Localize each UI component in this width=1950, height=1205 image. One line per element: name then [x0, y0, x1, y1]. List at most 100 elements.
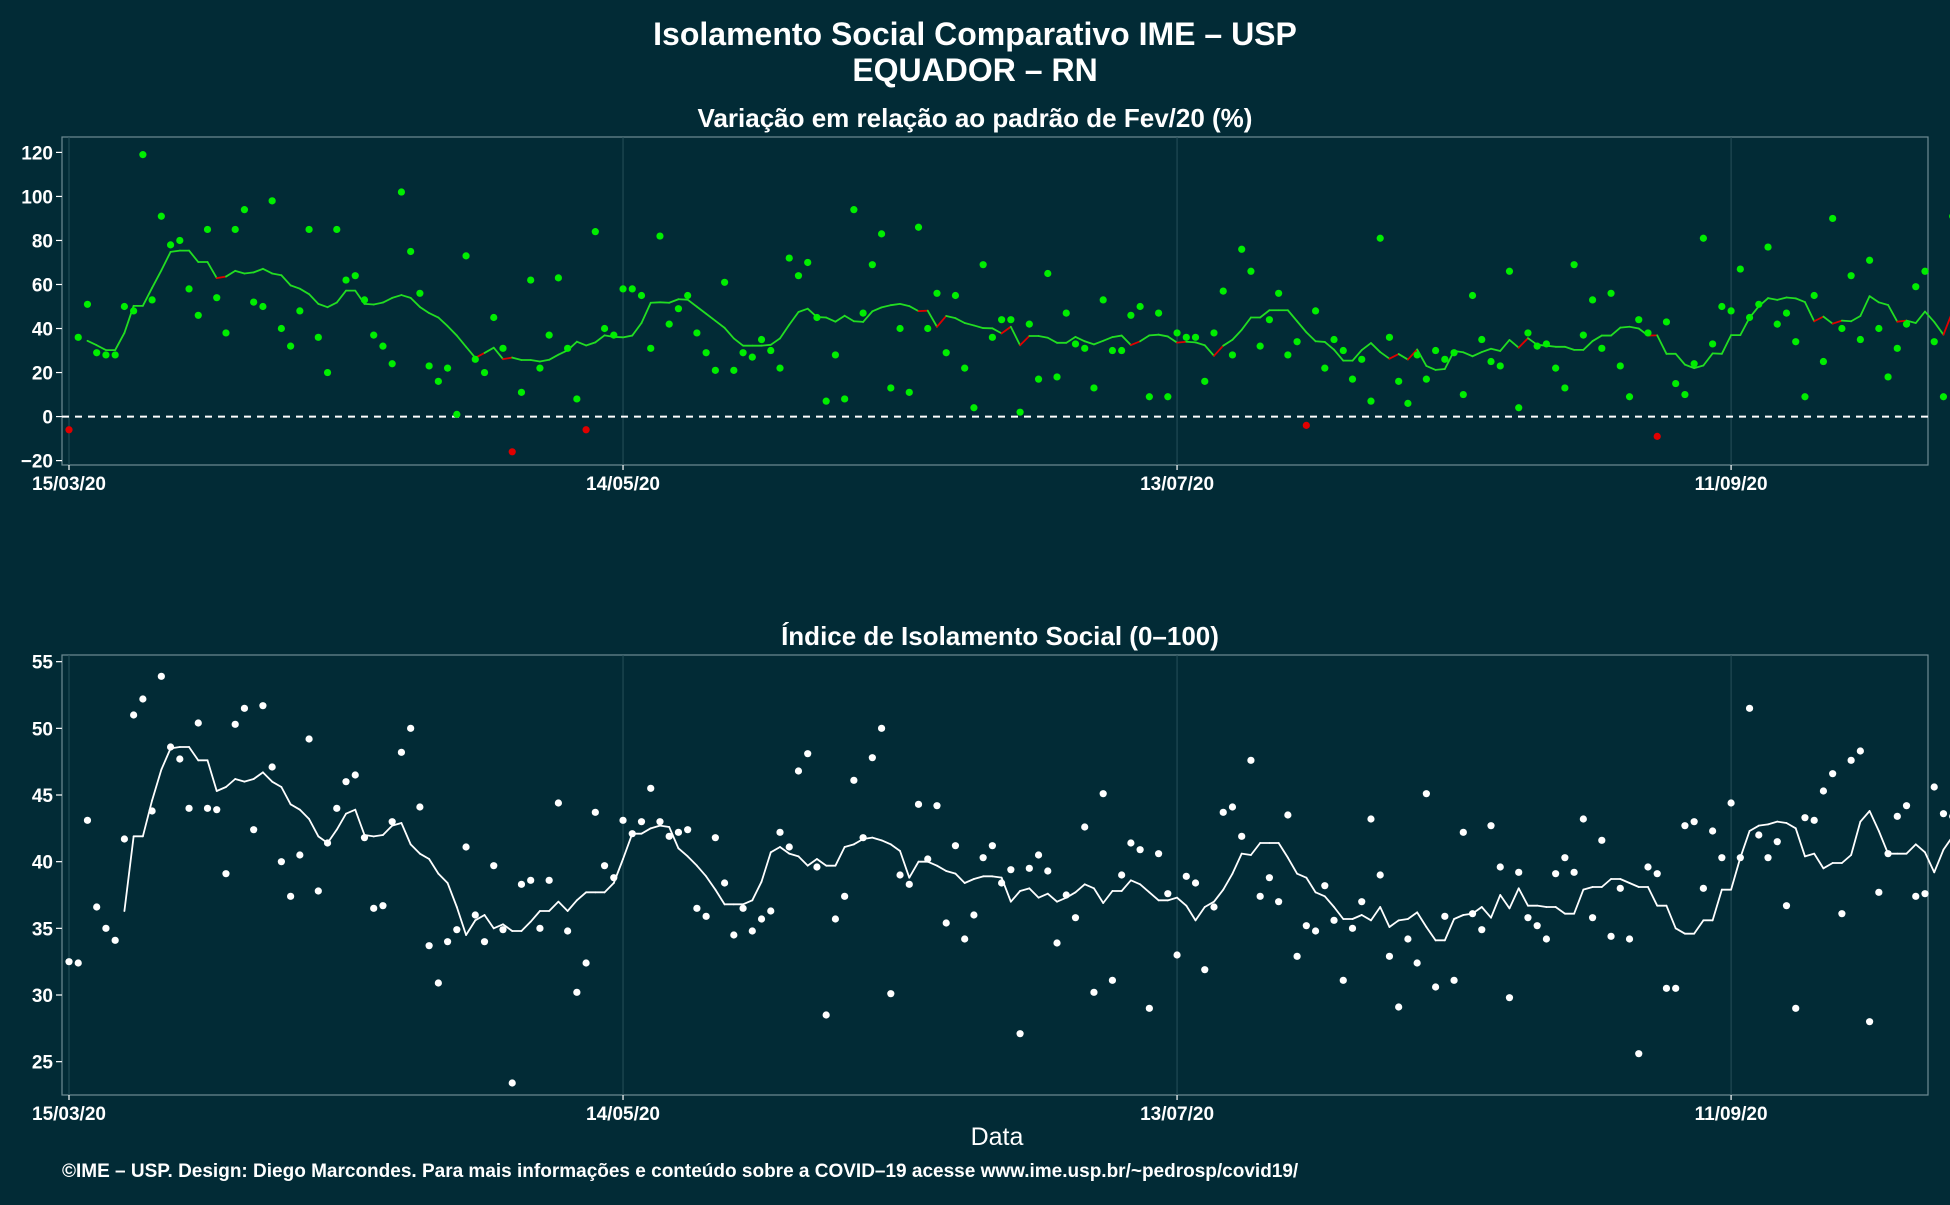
index-data-point [204, 805, 211, 812]
index-data-point [269, 763, 276, 770]
variation-data-point [555, 274, 562, 281]
index-data-point [629, 830, 636, 837]
variation-data-point [601, 325, 608, 332]
variation-data-point [1257, 343, 1264, 350]
variation-data-point [1081, 345, 1088, 352]
variation-data-point [1654, 433, 1661, 440]
variation-line-segment [1186, 342, 1195, 343]
variation-data-point [841, 395, 848, 402]
index-data-point [1737, 854, 1744, 861]
index-data-point [786, 843, 793, 850]
variation-data-point [1820, 358, 1827, 365]
variation-data-point [370, 332, 377, 339]
variation-data-point [1016, 409, 1023, 416]
index-data-point [213, 806, 220, 813]
variation-data-point [1931, 338, 1938, 345]
variation-data-point [1414, 351, 1421, 358]
variation-data-point [675, 305, 682, 312]
variation-data-point [1340, 347, 1347, 354]
index-data-point [1016, 1030, 1023, 1037]
variation-data-point [592, 228, 599, 235]
index-data-point [1718, 854, 1725, 861]
variation-data-point [213, 294, 220, 301]
variation-data-point [1672, 380, 1679, 387]
variation-data-point [638, 292, 645, 299]
index-data-point [1275, 898, 1282, 905]
index-data-point [721, 879, 728, 886]
variation-data-point [1598, 345, 1605, 352]
index-data-point [1746, 705, 1753, 712]
variation-data-point [749, 354, 756, 361]
variation-x-tick-label: 14/05/20 [586, 474, 660, 495]
index-data-point [1192, 879, 1199, 886]
variation-data-point [1617, 362, 1624, 369]
variation-data-point [1127, 312, 1134, 319]
variation-data-point [1644, 329, 1651, 336]
variation-data-point [1469, 292, 1476, 299]
index-data-point [315, 887, 322, 894]
index-x-tick-label: 11/09/20 [1695, 1104, 1768, 1125]
index-data-point [1884, 850, 1891, 857]
variation-data-point [1524, 329, 1531, 336]
variation-data-point [315, 334, 322, 341]
index-data-point [1229, 803, 1236, 810]
index-data-point [878, 725, 885, 732]
variation-data-point [1303, 422, 1310, 429]
variation-data-point [490, 314, 497, 321]
index-data-point [1894, 813, 1901, 820]
index-data-point [666, 833, 673, 840]
variation-line-segment [762, 345, 771, 346]
variation-line-segment [244, 272, 253, 273]
index-data-point [564, 927, 571, 934]
index-data-point [389, 818, 396, 825]
index-data-point [1441, 913, 1448, 920]
variation-data-point [1718, 303, 1725, 310]
index-data-point [582, 959, 589, 966]
variation-y-tick-label: 100 [21, 187, 53, 208]
index-data-point [167, 743, 174, 750]
variation-data-point [1589, 296, 1596, 303]
variation-data-point [1100, 296, 1107, 303]
variation-data-point [1626, 393, 1633, 400]
variation-data-point [1053, 373, 1060, 380]
index-x-tick-label: 13/07/20 [1140, 1104, 1214, 1125]
variation-data-point [259, 303, 266, 310]
index-y-tick-label: 50 [32, 719, 53, 740]
index-data-point [1201, 966, 1208, 973]
index-data-point [1506, 994, 1513, 1001]
index-data-point [232, 721, 239, 728]
index-data-point [1358, 898, 1365, 905]
variation-data-point [1210, 329, 1217, 336]
variation-data-point [158, 213, 165, 220]
variation-data-point [730, 367, 737, 374]
variation-data-point [75, 334, 82, 341]
index-data-point [536, 925, 543, 932]
variation-data-point [1386, 334, 1393, 341]
index-data-point [619, 817, 626, 824]
variation-data-point [786, 254, 793, 261]
index-data-point [518, 881, 525, 888]
variation-data-point [1220, 287, 1227, 294]
index-data-point [1090, 989, 1097, 996]
figure-title: Isolamento Social Comparativo IME – USP [653, 16, 1297, 52]
footer-credit: ©IME – USP. Design: Diego Marcondes. Par… [62, 1161, 1299, 1182]
index-data-point [1220, 809, 1227, 816]
variation-data-point [703, 349, 710, 356]
variation-data-point [1875, 325, 1882, 332]
variation-data-point [407, 248, 414, 255]
index-data-point [453, 926, 460, 933]
variation-y-tick-label: 120 [21, 143, 53, 164]
index-data-point [1580, 815, 1587, 822]
variation-data-point [712, 367, 719, 374]
index-data-point [1109, 977, 1116, 984]
variation-data-point [1293, 338, 1300, 345]
variation-data-point [1266, 316, 1273, 323]
variation-data-point [1229, 351, 1236, 358]
variation-data-point [1173, 329, 1180, 336]
variation-x-tick-label: 13/07/20 [1140, 474, 1214, 495]
index-data-point [1303, 922, 1310, 929]
variation-data-point [1857, 336, 1864, 343]
variation-data-point [582, 426, 589, 433]
index-data-point [250, 826, 257, 833]
variation-data-point [361, 296, 368, 303]
